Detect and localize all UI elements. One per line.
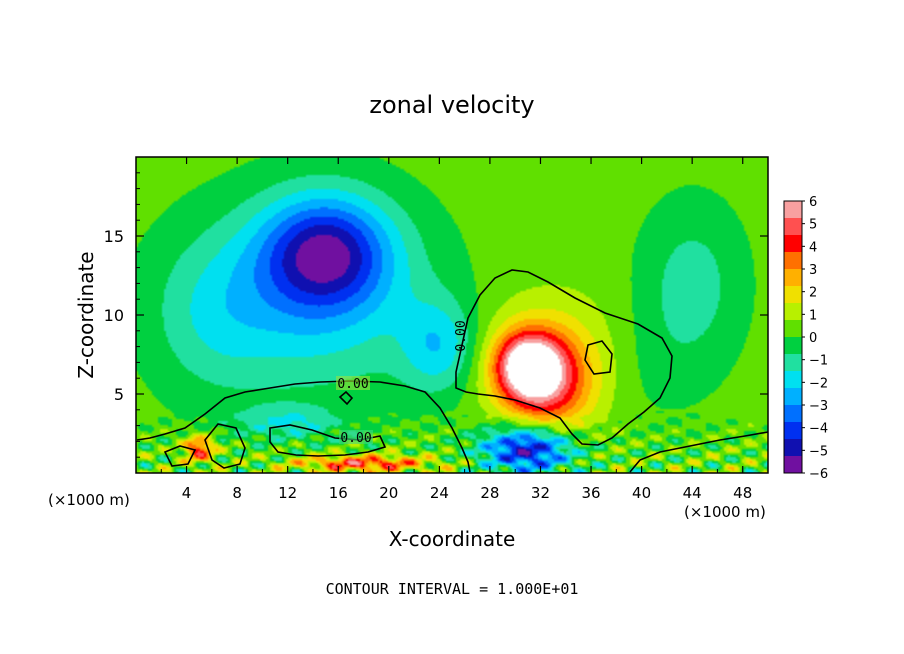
contour-label-lower: 0.00 bbox=[340, 431, 371, 446]
colorbar-swatch bbox=[784, 354, 802, 372]
contour-lines bbox=[136, 269, 769, 473]
colorbar-swatch bbox=[784, 439, 802, 457]
colorbar-swatch bbox=[784, 252, 802, 270]
colorbar-swatch bbox=[784, 286, 802, 304]
colorbar-tick-label: −6 bbox=[809, 467, 828, 482]
colorbar-swatch bbox=[784, 388, 802, 406]
chart-title: zonal velocity bbox=[369, 91, 534, 119]
zero-contour-inner-loop bbox=[584, 340, 613, 375]
x-tick-label: 44 bbox=[683, 484, 702, 502]
x-tick-label: 16 bbox=[329, 484, 348, 502]
x-unit-right: (×1000 m) bbox=[684, 503, 766, 521]
zero-contour-lower-left bbox=[136, 380, 471, 473]
plot-area: 0.00 0.00 0.00 4 8 12 16 20 24 28 32 36 40 44 48 51… bbox=[104, 156, 769, 502]
velocity-field bbox=[136, 157, 768, 473]
colorbar-tick-label: 1 bbox=[809, 308, 817, 323]
x-tick-label: 32 bbox=[531, 484, 550, 502]
contour-label-vertical: 0.00 bbox=[454, 320, 469, 351]
zero-contour-small-loop bbox=[204, 423, 246, 469]
x-tick-label: 8 bbox=[232, 484, 242, 502]
zero-contour-tiny-loop bbox=[338, 390, 354, 406]
colorbar-tick-label: −3 bbox=[809, 399, 828, 414]
colorbar-swatch bbox=[784, 303, 802, 321]
x-tick-label: 28 bbox=[480, 484, 499, 502]
y-tick-label: 5 bbox=[114, 385, 124, 404]
colorbar-tick-label: 5 bbox=[809, 218, 817, 233]
colorbar-swatch bbox=[784, 201, 802, 219]
zero-contour-plume bbox=[455, 269, 673, 446]
zero-contour-mid-loop bbox=[269, 424, 387, 457]
zero-contour-low-left bbox=[163, 445, 197, 467]
x-tick-label: 24 bbox=[430, 484, 449, 502]
y-axis-ticks: 5 10 15 bbox=[104, 172, 768, 458]
colorbar-tick-label: −4 bbox=[809, 422, 828, 437]
colorbar-swatch bbox=[784, 235, 802, 253]
x-tick-label: 12 bbox=[278, 484, 297, 502]
colorbar-tick-label: −2 bbox=[809, 376, 828, 391]
y-tick-label: 15 bbox=[104, 227, 124, 246]
x-tick-label: 4 bbox=[182, 484, 192, 502]
colorbar-swatch bbox=[784, 218, 802, 236]
colorbar-tick-label: 2 bbox=[809, 286, 817, 301]
x-tick-label: 20 bbox=[379, 484, 398, 502]
colorbar-swatch bbox=[784, 456, 802, 474]
colorbar-swatch bbox=[784, 405, 802, 423]
contour-interval-note: CONTOUR INTERVAL = 1.000E+01 bbox=[326, 580, 579, 598]
colorbar-swatch bbox=[784, 269, 802, 287]
colorbar-tick-label: 6 bbox=[809, 195, 817, 210]
contour-label-upper: 0.00 bbox=[337, 377, 368, 392]
zero-contour-right-lower bbox=[629, 431, 769, 473]
colorbar-tick-label: 3 bbox=[809, 263, 817, 278]
x-axis-label: X-coordinate bbox=[389, 527, 516, 551]
colorbar-swatch bbox=[784, 320, 802, 338]
colorbar-tick-label: 4 bbox=[809, 240, 817, 255]
x-unit-left: (×1000 m) bbox=[48, 491, 130, 509]
colorbar-swatch bbox=[784, 337, 802, 355]
x-tick-label: 48 bbox=[733, 484, 752, 502]
x-tick-label: 36 bbox=[581, 484, 600, 502]
colorbar-tick-label: 0 bbox=[809, 331, 817, 346]
colorbar-tick-label: −1 bbox=[809, 354, 828, 369]
colorbar-swatch bbox=[784, 371, 802, 389]
x-tick-label: 40 bbox=[632, 484, 651, 502]
x-axis-ticks: 4 8 12 16 20 24 28 32 36 40 44 48 bbox=[160, 157, 752, 502]
y-tick-label: 10 bbox=[104, 306, 124, 325]
y-axis-label: Z-coordinate bbox=[74, 251, 98, 378]
contour-labels: 0.00 0.00 0.00 bbox=[336, 320, 469, 446]
colorbar-tick-label: −5 bbox=[809, 444, 828, 459]
colorbar-swatch bbox=[784, 422, 802, 440]
colorbar: 6 5 4 3 2 1 0 −1 −2 −3 −4 −5 −6 bbox=[783, 195, 828, 482]
